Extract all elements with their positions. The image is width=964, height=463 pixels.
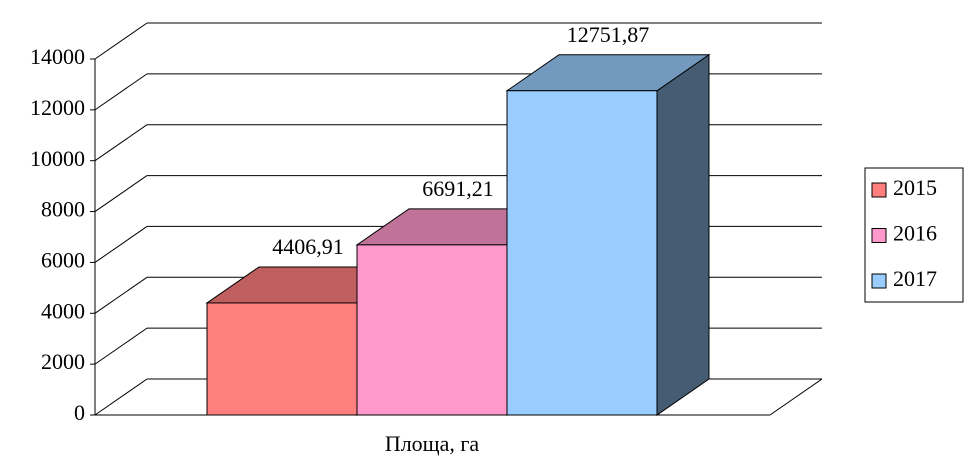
y-tick-label: 8000 xyxy=(41,197,85,222)
bar xyxy=(356,244,508,416)
grid-line xyxy=(94,378,148,416)
y-tick-label: 14000 xyxy=(30,44,85,69)
grid-line xyxy=(94,226,148,263)
y-tick-label: 12000 xyxy=(30,95,85,120)
legend-label: 2017 xyxy=(893,266,937,291)
legend-label: 2015 xyxy=(893,175,937,200)
x-tick-label: Площа, га xyxy=(385,431,480,456)
legend-swatch xyxy=(871,273,887,289)
data-label: 6691,21 xyxy=(422,176,494,201)
y-tick-label: 6000 xyxy=(41,247,85,272)
grid-line xyxy=(94,175,148,212)
legend-swatch xyxy=(871,182,887,198)
y-tick-label: 2000 xyxy=(41,349,85,374)
grid-line xyxy=(94,22,148,60)
bar xyxy=(506,90,658,416)
floor-edge xyxy=(769,378,823,416)
y-tick-label: 10000 xyxy=(30,146,85,171)
bar xyxy=(206,302,358,416)
grid-line xyxy=(94,124,148,162)
data-label: 4406,91 xyxy=(272,234,344,259)
legend-swatch xyxy=(871,228,887,243)
grid-line xyxy=(94,327,148,365)
legend-label: 2016 xyxy=(893,221,937,246)
grid-line xyxy=(94,73,148,111)
y-tick-label: 4000 xyxy=(41,298,85,323)
y-tick-label: 0 xyxy=(74,400,85,425)
bar-side xyxy=(656,53,710,416)
data-label: 12751,87 xyxy=(567,22,650,47)
grid-line xyxy=(94,276,148,314)
